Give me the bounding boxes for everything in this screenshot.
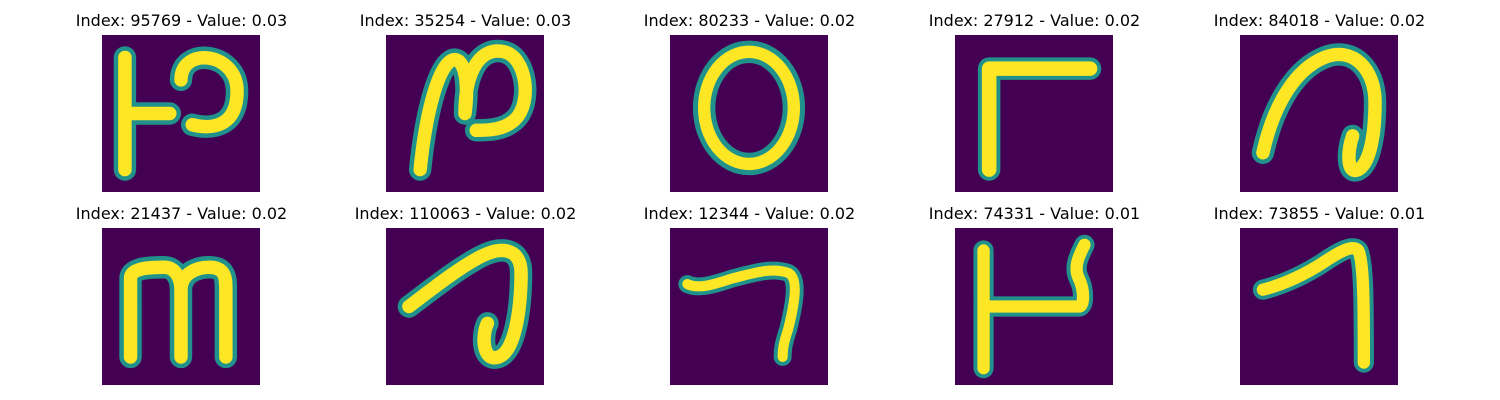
glyph-drawing: [1252, 238, 1374, 373]
panel-2: Index: 35254 - Value: 0.03: [323, 9, 608, 199]
glyph-image: [955, 35, 1113, 192]
panel-8: Index: 12344 - Value: 0.02: [607, 202, 892, 392]
glyph-drawing: [692, 40, 806, 176]
glyph-image: [102, 228, 260, 385]
glyph-drawing: [1251, 43, 1387, 182]
glyph-drawing: [397, 239, 533, 369]
glyph-image: [1240, 35, 1398, 192]
glyph-image: [955, 228, 1113, 385]
panel-title: Index: 12344 - Value: 0.02: [643, 204, 856, 223]
panel-title: Index: 73855 - Value: 0.01: [1213, 204, 1426, 223]
panel-title: Index: 21437 - Value: 0.02: [75, 204, 288, 223]
panel-1: Index: 95769 - Value: 0.03: [39, 9, 324, 199]
panel-7: Index: 110063 - Value: 0.02: [323, 202, 608, 392]
panel-4: Index: 27912 - Value: 0.02: [892, 9, 1177, 199]
panel-title: Index: 84018 - Value: 0.02: [1213, 11, 1426, 30]
glyph-image: [670, 35, 828, 192]
panel-5: Index: 84018 - Value: 0.02: [1177, 9, 1462, 199]
glyph-drawing: [408, 39, 537, 181]
glyph-drawing: [678, 261, 804, 366]
glyph-image: [670, 228, 828, 385]
glyph-drawing: [977, 57, 1102, 181]
glyph-image: [386, 228, 544, 385]
glyph-image: [386, 35, 544, 192]
panel-title: Index: 35254 - Value: 0.03: [359, 11, 572, 30]
glyph-drawing: [113, 46, 249, 181]
panel-title: Index: 27912 - Value: 0.02: [928, 11, 1141, 30]
glyph-drawing: [119, 256, 238, 369]
panel-6: Index: 21437 - Value: 0.02: [39, 202, 324, 392]
glyph-image: [1240, 228, 1398, 385]
panel-title: Index: 95769 - Value: 0.03: [75, 11, 288, 30]
panel-title: Index: 74331 - Value: 0.01: [928, 204, 1141, 223]
panel-title: Index: 110063 - Value: 0.02: [354, 204, 577, 223]
glyph-image: [102, 35, 260, 192]
panel-9: Index: 74331 - Value: 0.01: [892, 202, 1177, 392]
panel-3: Index: 80233 - Value: 0.02: [607, 9, 892, 199]
glyph-drawing: [973, 234, 1095, 379]
panel-10: Index: 73855 - Value: 0.01: [1177, 202, 1462, 392]
panel-title: Index: 80233 - Value: 0.02: [643, 11, 856, 30]
